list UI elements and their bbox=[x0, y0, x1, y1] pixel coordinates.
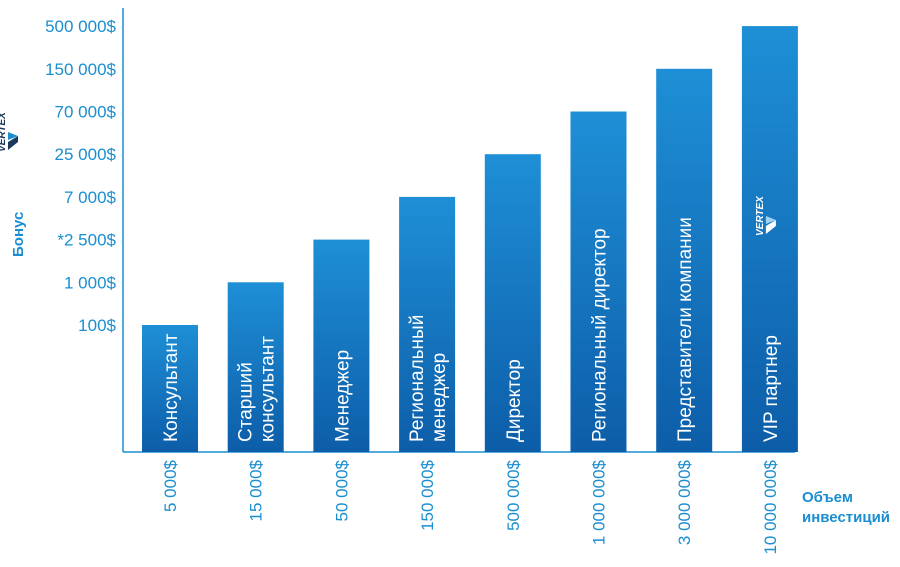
bar-label: Представители компании bbox=[675, 217, 696, 442]
bar-label: Старший bbox=[236, 362, 257, 442]
y-tick-label: 25 000$ bbox=[55, 145, 117, 164]
x-tick-label: 1 000 000$ bbox=[590, 459, 609, 545]
vertex-logo-axis: VERTEX bbox=[0, 111, 18, 152]
bar-1 bbox=[142, 325, 198, 452]
bar-7 bbox=[656, 68, 713, 453]
vertex-logo-mark-icon bbox=[765, 220, 776, 234]
x-tick-labels: 5 000$ 15 000$ 50 000$ 150 000$ 500 000$ 1 00… bbox=[161, 459, 780, 554]
bar-label: VIP партнер bbox=[761, 335, 782, 442]
y-tick-label: 70 000$ bbox=[55, 103, 117, 122]
vertex-logo-vip: VERTEX bbox=[755, 195, 776, 236]
y-tick-label: 150 000$ bbox=[45, 60, 116, 79]
bar-2 bbox=[227, 282, 284, 452]
vertex-logo-mark-accent-icon bbox=[8, 132, 18, 140]
x-tick-label: 3 000 000$ bbox=[675, 459, 694, 545]
y-axis-label: Бонус bbox=[10, 212, 27, 257]
bar-label: Региональный bbox=[407, 315, 428, 442]
bar-label-group: Консультант bbox=[161, 333, 182, 442]
bar-6 bbox=[570, 111, 627, 452]
x-tick-label: 500 000$ bbox=[504, 459, 523, 530]
x-tick-label: 10 000 000$ bbox=[761, 459, 780, 554]
x-tick-label: 15 000$ bbox=[247, 459, 266, 521]
bar-label: менеджер bbox=[429, 353, 450, 442]
bar-label: Менеджер bbox=[332, 350, 353, 442]
y-tick-label: 500 000$ bbox=[45, 17, 116, 36]
vertex-logo-mark-accent-icon bbox=[765, 216, 776, 224]
y-tick-label: 1 000$ bbox=[64, 273, 117, 292]
y-axis-title-group: Бонус bbox=[10, 212, 27, 257]
bar-4 bbox=[399, 196, 456, 452]
bar-label-group: Представители компании bbox=[675, 217, 696, 442]
x-axis-label-line1: Объем bbox=[802, 489, 853, 506]
y-tick-label: *2 500$ bbox=[57, 231, 116, 250]
vertex-logo-mark-icon bbox=[8, 136, 18, 150]
vertex-logo-text: VERTEX bbox=[0, 111, 8, 152]
bar-label: Директор bbox=[504, 359, 525, 442]
bar-label-group: Региональный директор bbox=[590, 228, 611, 442]
bars-group: Консультант Старший консультант Менеджер Рег… bbox=[142, 26, 798, 453]
y-tick-label: 100$ bbox=[78, 316, 116, 335]
bar-label-group: Директор bbox=[504, 359, 525, 442]
bar-label: Консультант bbox=[161, 333, 182, 442]
vertex-logo-text: VERTEX bbox=[755, 195, 766, 236]
y-tick-labels: 100$ 1 000$ *2 500$ 7 000$ 25 000$ 70 000$ 150… bbox=[45, 17, 116, 335]
x-tick-label: 150 000$ bbox=[418, 459, 437, 530]
bar-label: Региональный директор bbox=[590, 228, 611, 442]
bar-label-group: VIP партнер bbox=[761, 335, 782, 442]
bar-8 bbox=[741, 26, 798, 452]
bar-label-group: Менеджер bbox=[332, 350, 353, 442]
x-axis-label-line2: инвестиций bbox=[802, 509, 890, 526]
bar-3 bbox=[313, 239, 370, 452]
bar-5 bbox=[484, 154, 541, 452]
bar-label-group: Региональный менеджер bbox=[407, 315, 450, 442]
bar-label: консультант bbox=[258, 336, 279, 442]
bar-label-group: Старший консультант bbox=[236, 336, 279, 442]
x-tick-label: 50 000$ bbox=[332, 459, 351, 521]
x-tick-label: 5 000$ bbox=[161, 459, 180, 512]
y-tick-label: 7 000$ bbox=[64, 188, 117, 207]
